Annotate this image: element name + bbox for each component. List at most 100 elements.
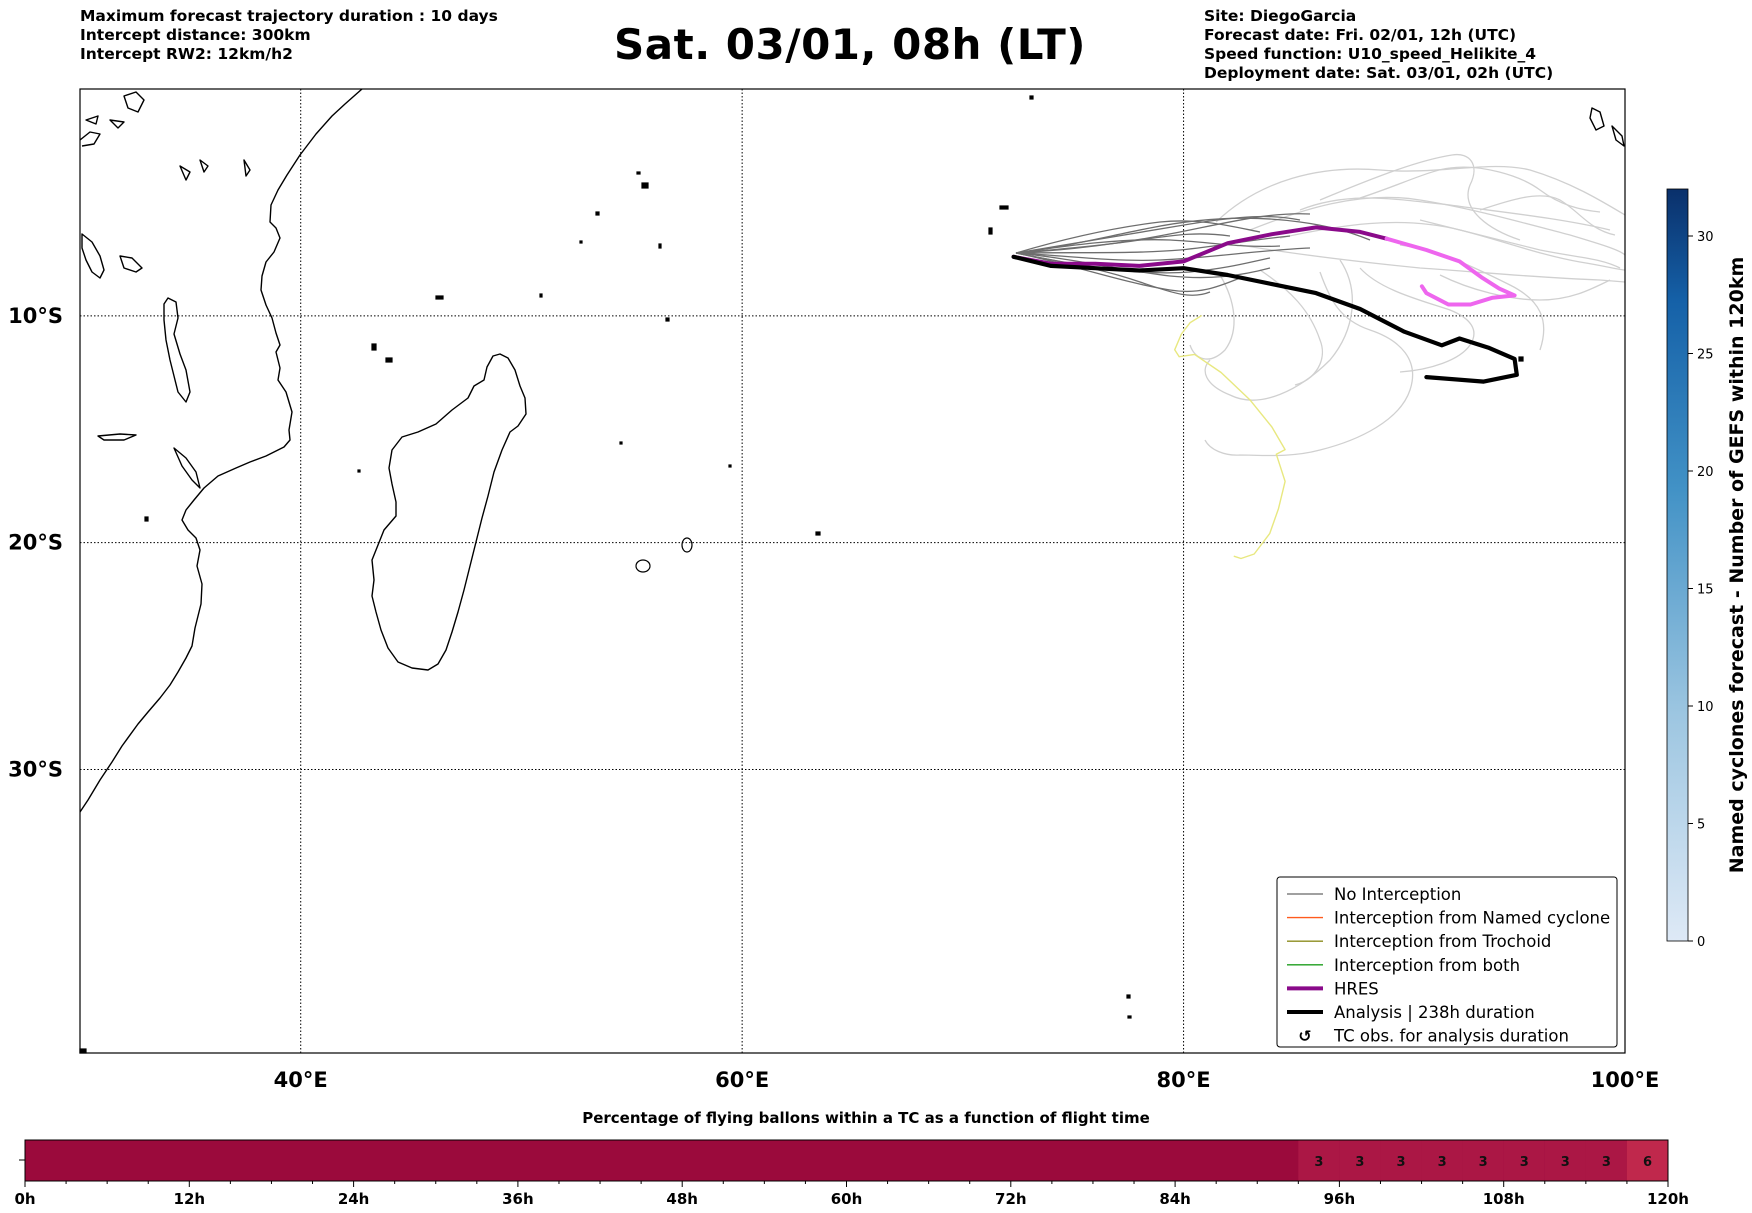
coast-fragment: [1589, 107, 1605, 131]
coastlines: [80, 89, 1625, 813]
legend-label: Interception from Named cyclone: [1334, 909, 1610, 928]
ensemble-trajectory-tail: [1479, 195, 1616, 236]
legend-label: No Interception: [1334, 885, 1461, 904]
x-tick-label: 80°E: [1157, 1068, 1211, 1092]
island: [1127, 1015, 1132, 1019]
colorbar-tick-label: 15: [1697, 583, 1714, 598]
info-line: Deployment date: Sat. 03/01, 02h (UTC): [1204, 64, 1554, 82]
island: [641, 182, 649, 189]
y-tick-label: 10°S: [8, 304, 63, 328]
legend: No Interception Interception from Named c…: [1276, 876, 1618, 1048]
timeline-cell-label: 3: [1561, 1155, 1570, 1170]
legend-symbol-icon: ↺: [1298, 1027, 1311, 1046]
coast-fragment: [123, 91, 145, 113]
timeline-cell-label: 3: [1479, 1155, 1488, 1170]
y-tick-label: 30°S: [8, 757, 63, 781]
timeline-tick-label: 48h: [666, 1190, 698, 1208]
island: [619, 441, 623, 445]
timeline-tick-label: 0h: [14, 1190, 35, 1208]
island: [815, 531, 821, 536]
timeline-cell: [1503, 1140, 1545, 1181]
timeline-cell-label: 3: [1602, 1155, 1611, 1170]
highlighted-trajectories: [1011, 225, 1519, 560]
ensemble-trajectory: [1015, 220, 1261, 254]
ensemble-trajectory-tail: [1204, 271, 1414, 457]
info-line: Intercept distance: 300km: [80, 26, 311, 44]
timeline-tick-label: 36h: [502, 1190, 534, 1208]
island: [357, 469, 361, 473]
ensemble-trajectory: [1015, 247, 1311, 261]
timeline-tick-label: 96h: [1324, 1190, 1356, 1208]
island: [144, 516, 149, 522]
x-tick-label: 60°E: [715, 1068, 769, 1092]
africa-coastline: [80, 89, 363, 813]
legend-label: Interception from Trochoid: [1334, 932, 1551, 951]
islands: [79, 95, 1524, 1054]
legend-label: Analysis | 238h duration: [1334, 1003, 1535, 1022]
island: [385, 357, 393, 363]
timeline-cell: [1380, 1140, 1422, 1181]
island: [681, 537, 693, 553]
island: [636, 171, 641, 175]
ensemble-trajectory-tail: [1279, 221, 1625, 271]
ensemble-trajectory: [1015, 215, 1301, 254]
ensemble-trajectory-tail: [1319, 153, 1521, 241]
ensemble-trajectory: [1015, 213, 1311, 254]
island: [658, 243, 662, 249]
info-line: Maximum forecast trajectory duration : 1…: [80, 7, 498, 25]
timeline-ticks: 0h 12h 24h 36h 48h 60h 72h 84h 96h 108h 120h: [14, 1181, 1689, 1208]
hres-trajectory: [1011, 225, 1389, 268]
colorbar-tick-label: 10: [1697, 700, 1714, 715]
colorbar-tick-label: 0: [1697, 935, 1705, 950]
coast-fragment: [85, 115, 99, 125]
lake-outline: [163, 297, 191, 403]
colorbar: 0 5 10 15 20 25 30 Named cyclones forecast - N…: [1666, 188, 1748, 950]
ensemble-trajectory-tail: [1299, 197, 1611, 231]
timeline-cell: [1585, 1140, 1627, 1181]
timeline-cell-label: 3: [1314, 1155, 1323, 1170]
coast-fragment: [80, 131, 101, 147]
coast-fragment: [243, 159, 251, 177]
timeline-tick-label: 108h: [1483, 1190, 1525, 1208]
timeline-cell: [1339, 1140, 1381, 1181]
lake-outline: [119, 255, 143, 273]
madagascar-coastline: [371, 353, 527, 671]
colorbar-tick-label: 5: [1697, 818, 1705, 833]
y-tick-label: 20°S: [8, 531, 63, 555]
timeline-cell: [1462, 1140, 1504, 1181]
timeline-tick-label: 72h: [995, 1190, 1027, 1208]
tc-percentage-timeline: Percentage of flying ballons within a TC…: [14, 1109, 1689, 1208]
chart-title-text: Sat. 03/01, 08h (LT): [614, 20, 1086, 69]
ensemble-trajectory-tail: [1249, 196, 1625, 256]
timeline-tick-label: 12h: [174, 1190, 206, 1208]
ensemble-trajectory: [1015, 252, 1271, 279]
island: [635, 559, 651, 573]
island: [1518, 356, 1524, 362]
hres-after-tc-window-trajectory: [1384, 236, 1517, 307]
timeline-tick-label: 120h: [1647, 1190, 1689, 1208]
colorbar-gradient: [1666, 188, 1689, 942]
timeline-cell-label: 6: [1643, 1155, 1652, 1170]
ensemble-trajectory-tail: [1359, 267, 1475, 373]
colorbar-tick-label: 25: [1697, 348, 1714, 363]
yellow-trajectory-trajectory: [1174, 315, 1286, 560]
analysis-trajectory: [1011, 254, 1519, 384]
lake-outline: [81, 233, 105, 279]
coast-fragment: [179, 165, 191, 181]
island: [579, 240, 583, 244]
ensemble-trajectory-tail: [1419, 219, 1621, 269]
legend-label: TC obs. for analysis duration: [1333, 1027, 1569, 1046]
timeline-cell: [1421, 1140, 1463, 1181]
site-details: Site: DiegoGarcia Forecast date: Fri. 02…: [1204, 7, 1553, 83]
timeline-cell-label: 3: [1355, 1155, 1364, 1170]
timeline-cells: 3 3 3 3 3 3 3 3 6: [25, 1140, 1668, 1181]
info-line: Site: DiegoGarcia: [1204, 7, 1357, 25]
lake-outline: [173, 447, 201, 489]
map-frame: [79, 88, 1626, 1054]
island: [1029, 95, 1034, 100]
ensemble-trajectory: [1015, 233, 1231, 254]
info-line: Speed function: U10_speed_Helikite_4: [1204, 45, 1537, 63]
timeline-cell: [1544, 1140, 1586, 1181]
coast-fragment: [199, 159, 209, 173]
